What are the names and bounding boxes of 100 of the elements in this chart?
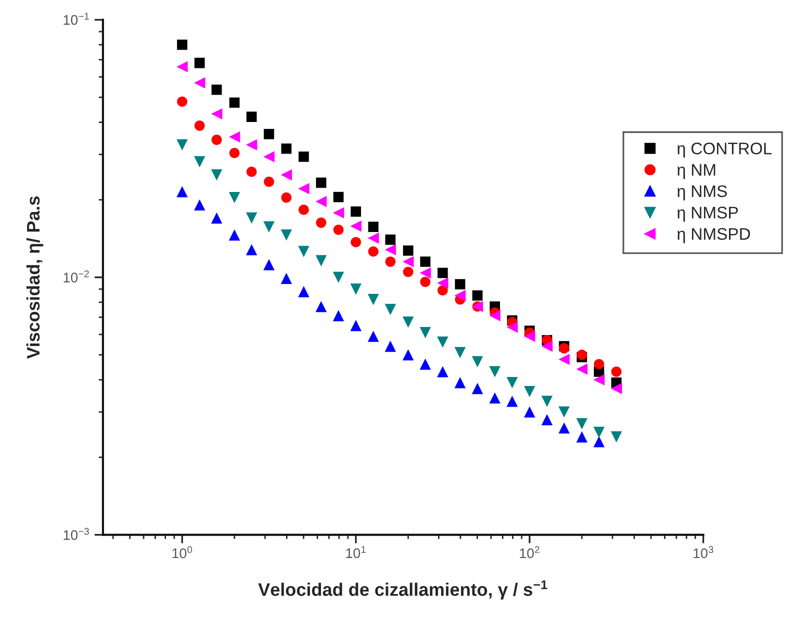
point xyxy=(246,112,257,122)
point xyxy=(298,246,310,258)
point xyxy=(280,229,292,241)
point xyxy=(194,156,206,168)
point xyxy=(594,359,604,370)
legend-label: η CONTROL xyxy=(678,142,772,158)
point xyxy=(420,326,431,338)
point xyxy=(316,300,327,312)
point xyxy=(593,426,605,438)
point xyxy=(316,255,327,266)
point xyxy=(402,316,414,328)
point xyxy=(332,310,344,322)
point xyxy=(368,222,378,232)
point xyxy=(558,406,570,418)
point xyxy=(211,169,222,180)
legend-label: η NMSPD xyxy=(678,228,750,244)
point xyxy=(420,358,431,370)
point xyxy=(368,232,379,244)
point xyxy=(438,268,448,278)
point xyxy=(281,143,292,154)
point xyxy=(211,108,222,120)
point xyxy=(246,212,258,224)
point xyxy=(263,221,275,232)
point xyxy=(316,178,326,188)
point xyxy=(281,192,292,203)
point xyxy=(176,186,188,198)
point xyxy=(177,96,188,107)
point xyxy=(298,183,310,194)
legend-label: η NMSP xyxy=(678,206,738,222)
legend-label: η NMS xyxy=(678,185,727,200)
x-tick-label: 10$^{0}$ xyxy=(172,546,192,558)
point xyxy=(384,340,396,352)
point xyxy=(610,382,622,394)
point xyxy=(194,199,206,211)
point xyxy=(280,272,292,284)
point xyxy=(576,418,588,430)
point xyxy=(420,267,431,279)
point xyxy=(194,77,206,88)
point xyxy=(229,97,240,108)
point xyxy=(437,277,448,289)
point xyxy=(194,58,205,68)
point xyxy=(263,151,275,162)
point xyxy=(316,218,326,228)
point xyxy=(368,246,378,257)
point xyxy=(228,192,240,204)
point xyxy=(228,229,240,241)
point xyxy=(332,207,344,218)
point xyxy=(472,290,483,301)
point xyxy=(402,349,414,360)
point xyxy=(576,350,588,360)
point xyxy=(211,212,222,224)
point xyxy=(229,148,240,158)
point xyxy=(610,431,622,443)
point xyxy=(316,196,327,208)
legend-label: η NM xyxy=(678,164,716,180)
point xyxy=(384,244,396,256)
point xyxy=(177,40,188,50)
point xyxy=(593,374,605,386)
point xyxy=(212,84,222,95)
point xyxy=(350,206,362,217)
point xyxy=(246,139,258,150)
point xyxy=(541,340,553,352)
point xyxy=(437,366,448,378)
point xyxy=(489,366,500,378)
point xyxy=(263,259,275,270)
point xyxy=(541,396,553,407)
point xyxy=(264,176,274,187)
point xyxy=(558,354,570,365)
point xyxy=(611,366,622,377)
point xyxy=(212,134,222,145)
point xyxy=(368,294,379,306)
point xyxy=(194,120,205,131)
point xyxy=(402,256,414,268)
x-tick-label: 10$^{3}$ xyxy=(694,546,714,558)
point xyxy=(576,431,588,443)
point xyxy=(489,310,500,322)
point xyxy=(298,204,309,215)
point xyxy=(332,272,344,283)
point xyxy=(333,192,344,202)
point xyxy=(576,364,588,375)
point xyxy=(420,276,430,288)
point xyxy=(298,286,310,298)
y-tick-label: 10$^{−1}$ xyxy=(64,12,89,25)
point xyxy=(506,322,518,333)
x-axis-title: Velocidad de cizallamiento, γ / s$^{−1}$ xyxy=(258,580,548,600)
point xyxy=(472,382,484,394)
point xyxy=(541,414,553,426)
y-tick-label: 10$^{−2}$ xyxy=(64,270,89,282)
point xyxy=(350,320,362,332)
point xyxy=(228,131,240,142)
point xyxy=(333,224,344,235)
point xyxy=(524,386,536,398)
point xyxy=(593,436,605,448)
point xyxy=(264,128,274,140)
y-axis-title: Viscosidad, η/ Pa.s xyxy=(26,196,44,359)
point xyxy=(350,220,362,232)
point xyxy=(524,406,536,418)
point xyxy=(368,330,379,342)
point xyxy=(403,245,414,256)
x-tick-label: 10$^{1}$ xyxy=(346,546,366,558)
